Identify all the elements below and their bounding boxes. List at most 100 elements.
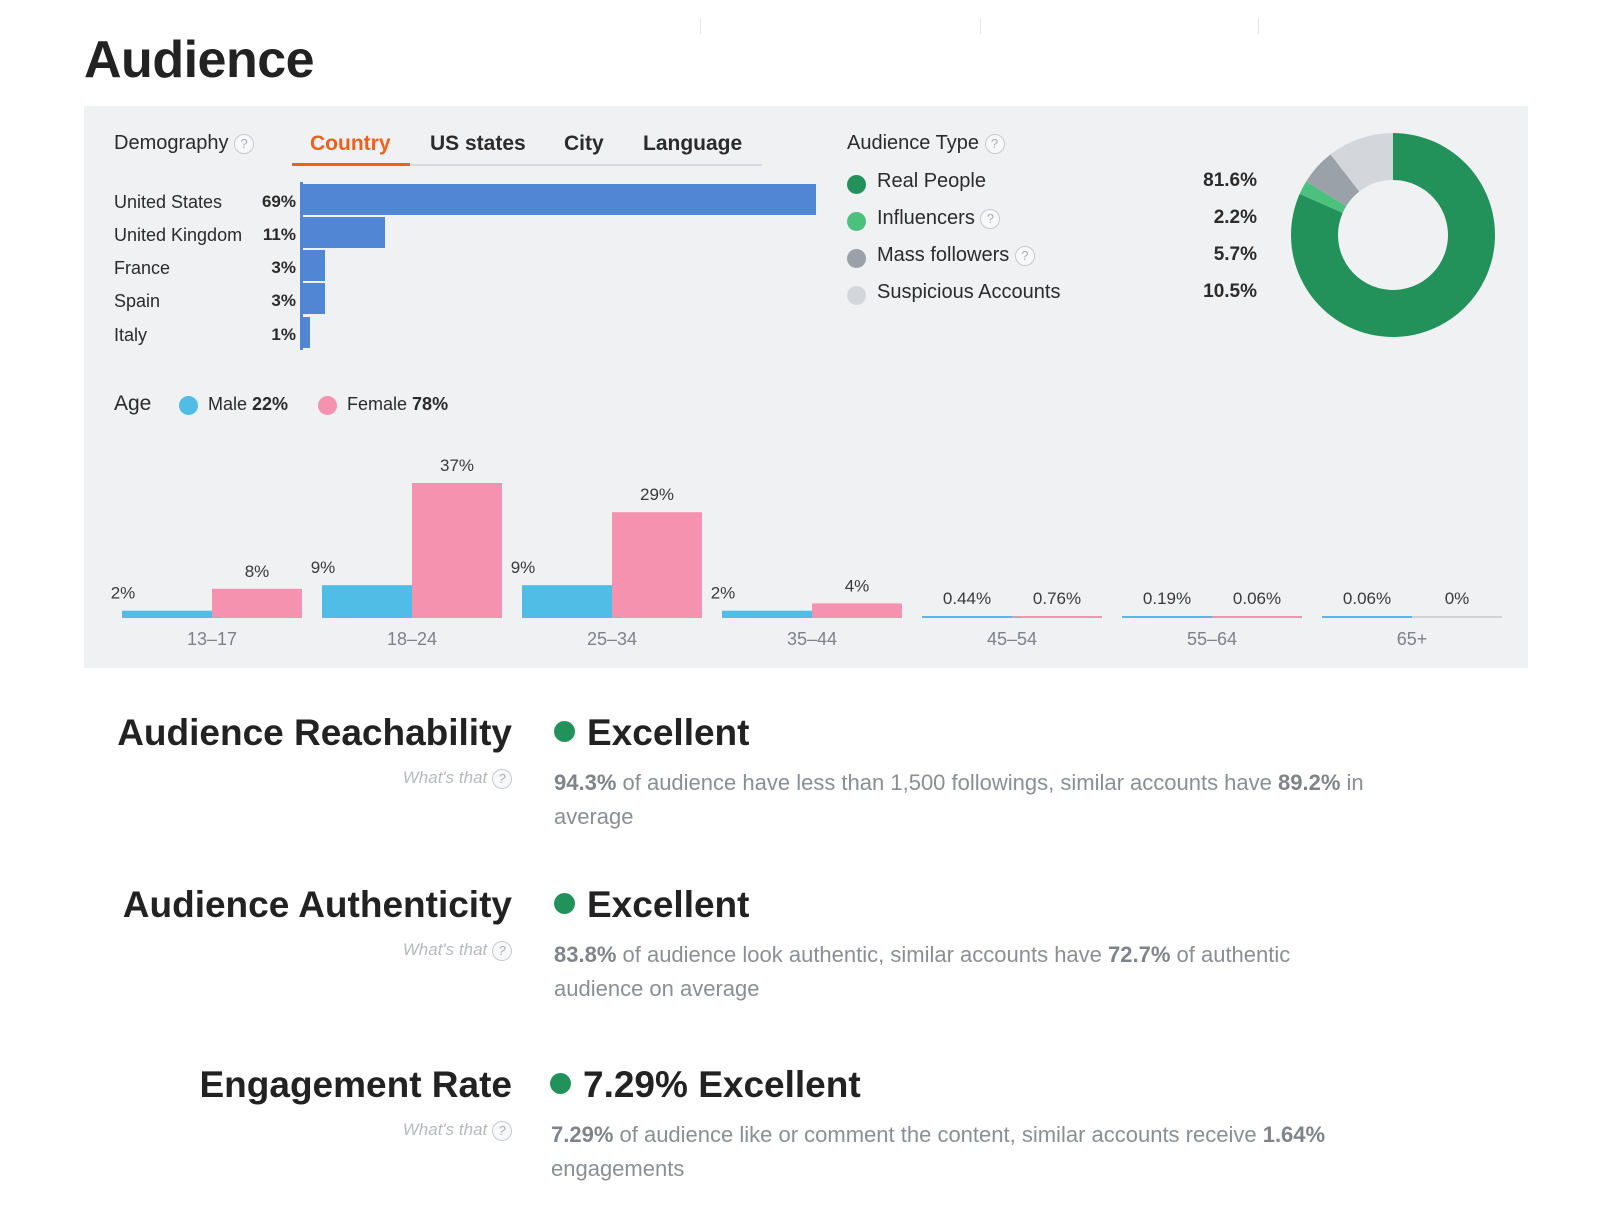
metric-status: Excellent (554, 712, 749, 754)
age-tick-label: 55–64 (1187, 629, 1237, 649)
country-axis (300, 182, 303, 350)
male-bar (522, 585, 612, 618)
donut-slice (1306, 154, 1360, 207)
female-legend-value: 78% (412, 394, 449, 414)
female-value-label: 0.06% (1233, 589, 1281, 608)
age-tick-label: 18–24 (387, 629, 437, 649)
legend-dot (847, 249, 866, 268)
audience-type-value: 81.6% (1203, 170, 1257, 191)
audience-type-name: Influencers ? (877, 207, 1001, 230)
tab-country[interactable]: Country (292, 132, 410, 166)
help-icon[interactable]: ? (984, 133, 1005, 154)
female-legend-label: Female (347, 394, 408, 414)
male-value-label: 0.19% (1143, 589, 1191, 608)
legend-dot (847, 286, 866, 305)
age-label: Age (114, 392, 152, 415)
legend-dot (847, 212, 866, 231)
help-icon[interactable]: ? (492, 940, 512, 961)
whats-that-label: What's that (402, 768, 488, 787)
divider (1258, 18, 1259, 34)
audience-type-row: Suspicious Accounts 10.5% (847, 281, 1267, 309)
male-bar (1322, 616, 1412, 618)
help-icon[interactable]: ? (234, 133, 255, 154)
male-bar (722, 610, 812, 618)
metric-status-text: 7.29% Excellent (583, 1064, 861, 1105)
male-bar (1122, 616, 1212, 618)
help-icon[interactable]: ? (980, 208, 1001, 229)
audience-type-label: Suspicious Accounts (877, 281, 1061, 303)
demography-label: Demography ? (114, 132, 255, 155)
female-bar (1412, 616, 1502, 618)
audience-type-value: 10.5% (1203, 281, 1257, 302)
male-value-label: 9% (311, 558, 336, 577)
demography-title: Demography (114, 132, 229, 154)
metric-text-end: in average (554, 770, 1364, 829)
age-tick-label: 13–17 (187, 629, 237, 649)
metric-status: Excellent (554, 884, 749, 926)
metric-title: Audience Authenticity (122, 884, 512, 925)
metric-text: of audience like or comment the content,… (613, 1122, 1263, 1147)
country-pct: 1% (271, 325, 296, 344)
tab-us-states[interactable]: US states (430, 132, 526, 155)
divider (980, 18, 981, 34)
tab-city[interactable]: City (564, 132, 604, 155)
country-pct: 3% (271, 291, 296, 310)
male-bar (122, 610, 212, 618)
age-chart: 2% 8% 13–17 9% 37% 18–24 9% 29% 25–34 2% 4% 35–44 0.… (111, 456, 1502, 649)
audience-type-donut (1291, 133, 1495, 337)
female-bar (412, 483, 502, 618)
help-icon[interactable]: ? (492, 1120, 512, 1141)
metric-text: of audience look authentic, similar acco… (616, 942, 1109, 967)
demography-tabs: Country US states City Language (292, 132, 762, 166)
age-tick-label: 65+ (1397, 629, 1428, 649)
whats-that-link[interactable]: What's that ? (403, 940, 512, 961)
audience-type-row: Mass followers ? 5.7% (847, 244, 1267, 272)
country-pct: 69% (261, 192, 296, 211)
metric-compare-value: 1.64% (1262, 1122, 1326, 1147)
male-value-label: 0.44% (943, 589, 991, 608)
female-value-label: 8% (245, 562, 270, 581)
female-value-label: 0.76% (1033, 589, 1081, 608)
tab-language[interactable]: Language (643, 132, 743, 155)
age-tick-label: 45–54 (987, 629, 1037, 649)
female-value-label: 29% (640, 485, 674, 504)
female-bar (1212, 616, 1302, 618)
help-icon[interactable]: ? (1014, 245, 1035, 266)
country-name: Italy (114, 325, 148, 345)
metric-title: Engagement Rate (199, 1064, 512, 1105)
male-legend-label: Male (208, 394, 248, 414)
audience-type-row: Influencers ? 2.2% (847, 207, 1267, 235)
audience-type-title: Audience Type (847, 132, 979, 154)
female-bar (612, 512, 702, 618)
age-tick-label: 35–44 (787, 629, 837, 649)
audience-type-name: Suspicious Accounts (877, 281, 1060, 304)
male-value-label: 9% (511, 558, 536, 577)
country-pct: 3% (271, 258, 296, 277)
female-bar (812, 603, 902, 618)
page-title: Audience (84, 31, 315, 89)
whats-that-link[interactable]: What's that ? (403, 1120, 512, 1141)
country-bar (303, 184, 816, 215)
female-value-label: 0% (1445, 589, 1470, 608)
donut-slice (1299, 181, 1347, 213)
age-tick-label: 25–34 (587, 629, 637, 649)
audience-type-name: Mass followers ? (877, 244, 1035, 267)
metric-text-end: engagements (551, 1156, 685, 1181)
male-value-label: 0.06% (1343, 589, 1391, 608)
audience-type-name: Real People (877, 170, 986, 193)
status-dot (554, 720, 575, 742)
country-bar (303, 283, 326, 314)
audience-type-row: Real People 81.6% (847, 170, 1267, 198)
whats-that-label: What's that (402, 940, 488, 959)
metric-text-end: of authentic audience on average (554, 942, 1291, 1001)
whats-that-link[interactable]: What's that ? (403, 768, 512, 789)
metric-title: Audience Reachability (117, 712, 512, 753)
country-name: United Kingdom (114, 225, 243, 245)
audience-type-label: Mass followers (877, 244, 1010, 266)
status-dot (550, 1072, 571, 1094)
male-value-label: 2% (111, 584, 136, 603)
female-legend-dot (318, 396, 337, 415)
help-icon[interactable]: ? (492, 768, 512, 789)
female-value-label: 4% (845, 576, 870, 595)
female-bar (212, 588, 302, 618)
